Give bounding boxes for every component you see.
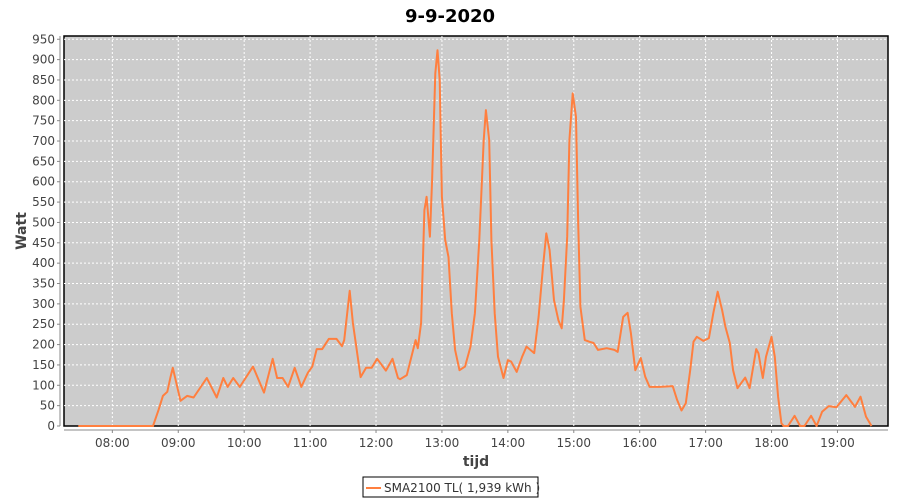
y-tick-label: 450 — [32, 236, 55, 250]
y-axis-label: Watt — [14, 212, 30, 250]
y-tick-label: 700 — [32, 134, 55, 148]
y-tick-label: 650 — [32, 154, 55, 168]
y-tick-label: 400 — [32, 256, 55, 270]
x-tick-label: 18:00 — [754, 436, 789, 450]
y-tick-label: 200 — [32, 338, 55, 352]
y-tick-label: 50 — [40, 399, 55, 413]
y-tick-label: 750 — [32, 114, 55, 128]
y-tick-label: 250 — [32, 317, 55, 331]
y-tick-label: 150 — [32, 358, 55, 372]
y-tick-label: 600 — [32, 175, 55, 189]
x-tick-label: 10:00 — [227, 436, 262, 450]
x-tick-label: 15:00 — [556, 436, 591, 450]
x-tick-label: 17:00 — [688, 436, 723, 450]
y-tick-label: 100 — [32, 378, 55, 392]
y-tick-label: 850 — [32, 73, 55, 87]
x-tick-label: 08:00 — [95, 436, 130, 450]
legend-box — [362, 476, 539, 498]
x-tick-label: 11:00 — [293, 436, 328, 450]
x-tick-label: 16:00 — [622, 436, 657, 450]
y-tick-label: 500 — [32, 215, 55, 229]
x-tick-label: 09:00 — [161, 436, 196, 450]
plot-area — [63, 35, 889, 427]
series-line — [78, 49, 873, 427]
y-tick-label: 950 — [32, 32, 55, 46]
legend: SMA2100 TL( 1,939 kWh ) — [362, 476, 540, 498]
x-axis-label: tijd — [463, 454, 489, 470]
y-tick-label: 800 — [32, 93, 55, 107]
y-axis: 0 50 100 150 200 250 300 350 400 450 500 550 600 650 7… — [32, 32, 61, 433]
legend-label: SMA2100 TL( 1,939 kWh ) — [384, 481, 540, 495]
y-tick-label: 900 — [32, 53, 55, 67]
x-tick-label: 19:00 — [820, 436, 855, 450]
series-layer — [78, 49, 873, 427]
y-tick-label: 550 — [32, 195, 55, 209]
x-axis: 08:00 09:00 10:00 11:00 12:00 13:00 14:00 15:00… — [64, 429, 888, 450]
chart-title: 9-9-2020 — [405, 6, 495, 27]
x-tick-label: 14:00 — [491, 436, 526, 450]
y-tick-label: 0 — [47, 419, 55, 433]
x-tick-label: 12:00 — [359, 436, 394, 450]
x-tick-label: 13:00 — [425, 436, 460, 450]
y-tick-label: 350 — [32, 277, 55, 291]
y-tick-label: 300 — [32, 297, 55, 311]
